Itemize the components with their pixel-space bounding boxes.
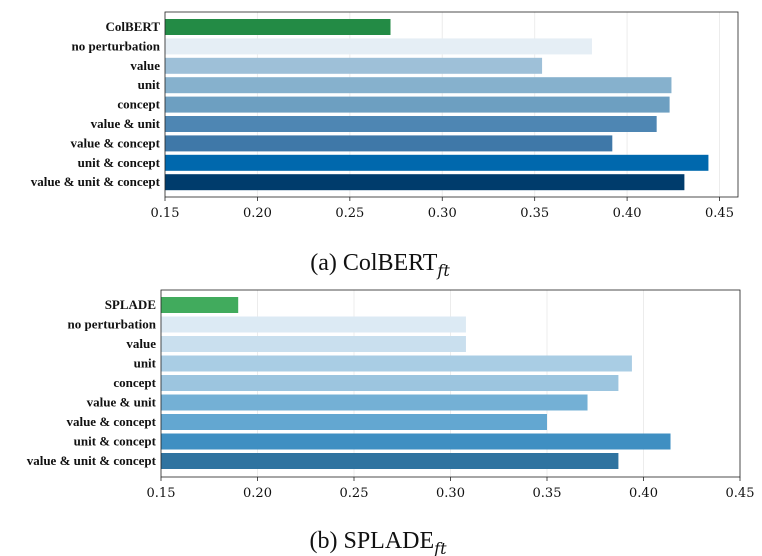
splade-category-label: value & unit & concept [27, 453, 157, 468]
splade-tick-label: 0.25 [340, 486, 369, 501]
splade-bar [161, 336, 466, 352]
colbert-category-label: unit & concept [78, 155, 161, 170]
colbert-category-label: no perturbation [72, 38, 161, 53]
splade-bar [161, 316, 466, 333]
splade-tick-label: 0.15 [147, 486, 176, 501]
colbert-category-label: value & unit & concept [31, 174, 161, 189]
colbert-bar [165, 174, 685, 191]
colbert-bar [165, 77, 672, 94]
splade-tick-label: 0.35 [533, 486, 562, 501]
splade-bar [161, 355, 632, 372]
splade-category-label: concept [113, 375, 156, 390]
splade-category-label: value [126, 336, 156, 351]
splade-category-label: value & concept [66, 414, 156, 429]
colbert-category-label: value & unit [91, 116, 161, 131]
chart-colbert: ColBERT no perturbation value unit concept va… [31, 11, 739, 221]
colbert-category-label: unit [138, 77, 161, 92]
splade-category-label: unit [134, 356, 157, 371]
colbert-bar [165, 57, 543, 74]
splade-bar [161, 375, 619, 391]
colbert-tick-label: 0.40 [613, 206, 642, 221]
splade-bar [161, 453, 619, 469]
splade-tick-label: 0.20 [243, 486, 272, 501]
colbert-bar [165, 38, 592, 55]
splade-bar [161, 297, 239, 313]
caption-colbert: (a) ColBERTft [310, 250, 450, 280]
splade-tick-label: 0.45 [726, 486, 755, 501]
colbert-tick-label: 0.35 [520, 206, 549, 221]
colbert-category-label: concept [117, 97, 160, 112]
splade-category-label: value & unit [87, 395, 157, 410]
colbert-bar [165, 116, 657, 132]
splade-tick-label: 0.30 [436, 486, 465, 501]
colbert-bar [165, 135, 613, 152]
caption-colbert-subscript: ft [436, 261, 450, 280]
splade-tick-label: 0.40 [629, 486, 658, 501]
colbert-tick-label: 0.25 [335, 206, 364, 221]
splade-bar [161, 433, 671, 450]
caption-splade: (b) SPLADEft [309, 528, 447, 556]
colbert-category-label: value & concept [70, 135, 160, 150]
caption-splade-prefix: (b) SPLADE [309, 528, 434, 554]
colbert-bar [165, 96, 670, 113]
colbert-bar [165, 154, 709, 171]
colbert-tick-label: 0.45 [705, 206, 734, 221]
chart-splade: SPLADE no perturbation value unit concept val… [27, 289, 755, 501]
colbert-axes-frame [164, 11, 739, 198]
colbert-tick-label: 0.30 [428, 206, 457, 221]
colbert-tick-label: 0.20 [243, 206, 272, 221]
colbert-bar [165, 19, 391, 35]
colbert-category-label: ColBERT [106, 19, 161, 34]
caption-splade-subscript: ft [433, 539, 447, 556]
splade-bar [161, 414, 547, 430]
splade-category-label: SPLADE [105, 297, 156, 312]
splade-category-label: unit & concept [74, 434, 157, 449]
colbert-category-label: value [130, 58, 160, 73]
splade-bar [161, 394, 588, 411]
caption-colbert-prefix: (a) ColBERT [310, 250, 438, 276]
colbert-tick-label: 0.15 [151, 206, 180, 221]
splade-category-label: no perturbation [68, 317, 157, 332]
